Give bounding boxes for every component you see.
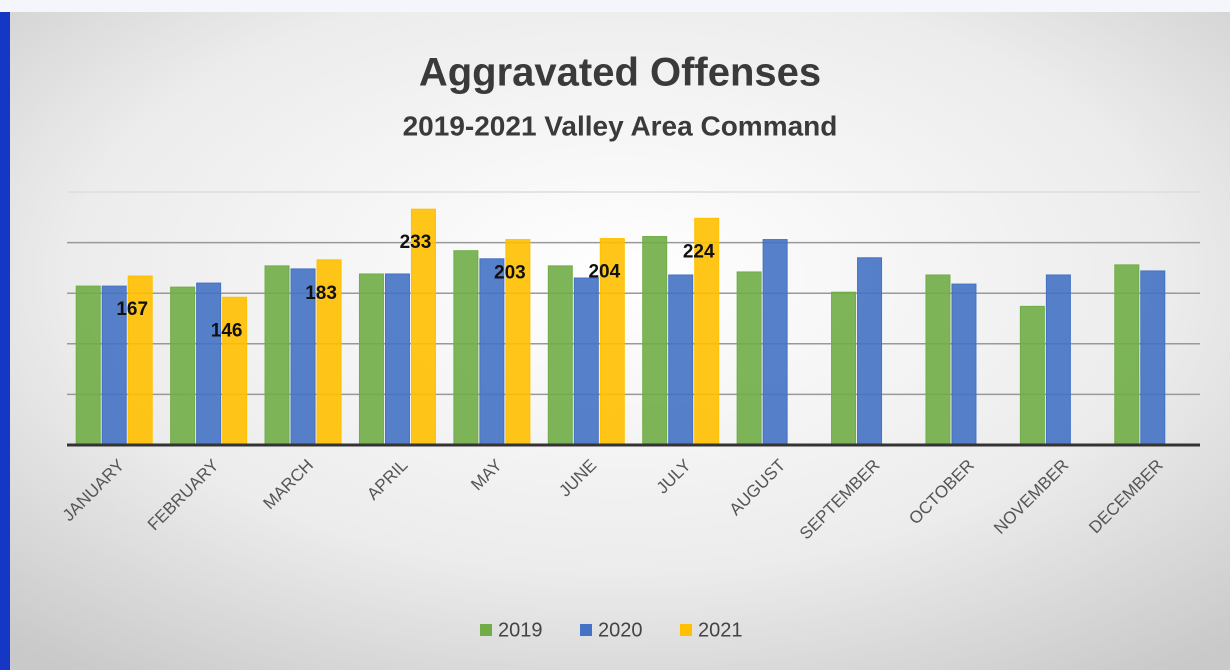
bar [831,291,857,446]
bar [857,257,883,446]
bar [384,273,410,446]
bar [101,285,127,446]
bar [1114,264,1140,446]
legend-swatch [580,624,592,636]
legend-label: 2020 [598,619,643,641]
bar [479,258,505,446]
data-label: 204 [588,262,620,283]
bar [75,285,101,446]
data-label: 224 [683,241,715,262]
legend-swatch [480,624,492,636]
bar [547,265,573,446]
bar [410,208,436,446]
bar [358,273,384,446]
bar [925,274,951,446]
bar [1045,274,1071,446]
bar [196,282,222,446]
bar [736,271,762,446]
bar [264,265,290,446]
bar [668,274,694,446]
chart-title: Aggravated Offenses [419,51,821,95]
bar [762,239,788,446]
bar [951,283,977,446]
chart-subtitle: 2019-2021 Valley Area Command [403,110,838,141]
legend-label: 2019 [498,619,543,641]
data-label: 146 [211,320,243,341]
bar [1019,305,1045,446]
data-label: 203 [494,263,526,284]
bar [642,236,668,446]
data-label: 183 [305,283,337,304]
data-label: 233 [400,232,432,253]
bar [694,217,720,446]
sheet-strip [0,0,1230,12]
data-label: 167 [116,299,148,320]
bar [453,250,479,446]
bar [599,238,625,446]
bar [170,286,196,446]
bar [573,277,599,446]
legend-label: 2021 [698,619,743,641]
legend-swatch [680,624,692,636]
bar [1140,270,1166,446]
bar [505,239,531,446]
